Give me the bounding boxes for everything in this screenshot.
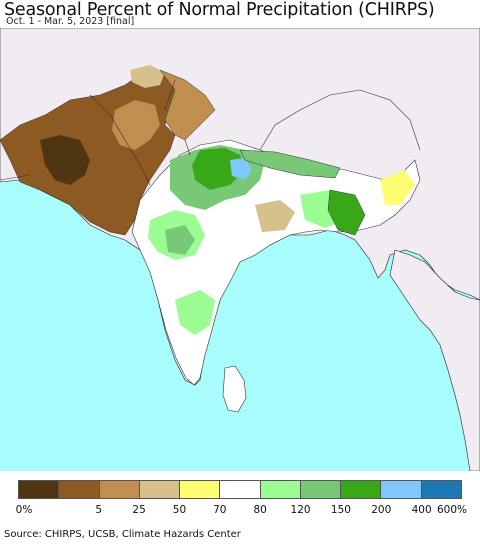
bangladesh — [327, 189, 366, 236]
legend-tick-label: 50 — [172, 504, 187, 516]
legend-color-bar — [18, 480, 462, 499]
green-central-2 — [165, 225, 195, 255]
legend-swatch — [19, 481, 60, 498]
legend-tick-label: 200 — [371, 504, 392, 516]
legend-swatch — [220, 481, 261, 498]
green-south — [175, 290, 215, 335]
map-title: Seasonal Percent of Normal Precipitation… — [4, 0, 435, 20]
map-subtitle: Oct. 1 - Mar. 5, 2023 [final] — [6, 16, 135, 27]
legend-tick-label: 80 — [253, 504, 267, 516]
legend-swatch — [59, 481, 100, 498]
legend-swatch — [300, 481, 342, 498]
legend-swatch — [421, 481, 461, 498]
legend-tick-label: 150 — [330, 504, 351, 516]
borders — [0, 79, 421, 186]
legend-swatch — [341, 481, 382, 498]
legend-tick-label: 400 — [411, 504, 432, 516]
legend-tick-label: 0% — [15, 504, 33, 516]
legend-swatch — [381, 481, 422, 498]
pakistan-darker — [40, 135, 90, 185]
legend-swatch — [260, 481, 301, 498]
legend-swatch — [99, 481, 140, 498]
legend-swatch — [139, 481, 181, 498]
dark-green-north — [192, 148, 245, 190]
legend-tick-label: 70 — [213, 504, 227, 516]
southeast-asia-land — [389, 249, 480, 471]
legend-tick-label: 25 — [132, 504, 146, 516]
legend-swatch — [180, 481, 221, 498]
blue-patch — [230, 158, 252, 180]
pakistan-tan — [112, 100, 160, 150]
yellow-east — [255, 200, 295, 232]
yellow-northeast — [380, 170, 415, 205]
legend-tick-label: 600% — [436, 504, 468, 516]
pakistan-light-tan — [130, 65, 165, 88]
legend-tick-label: 5 — [95, 504, 103, 516]
source-credit: Source: CHIRPS, UCSB, Climate Hazards Ce… — [4, 529, 241, 540]
legend-tick-label: 120 — [290, 504, 311, 516]
precipitation-map — [0, 28, 480, 471]
nepal-outline — [239, 149, 341, 179]
sri-lanka — [222, 365, 247, 413]
